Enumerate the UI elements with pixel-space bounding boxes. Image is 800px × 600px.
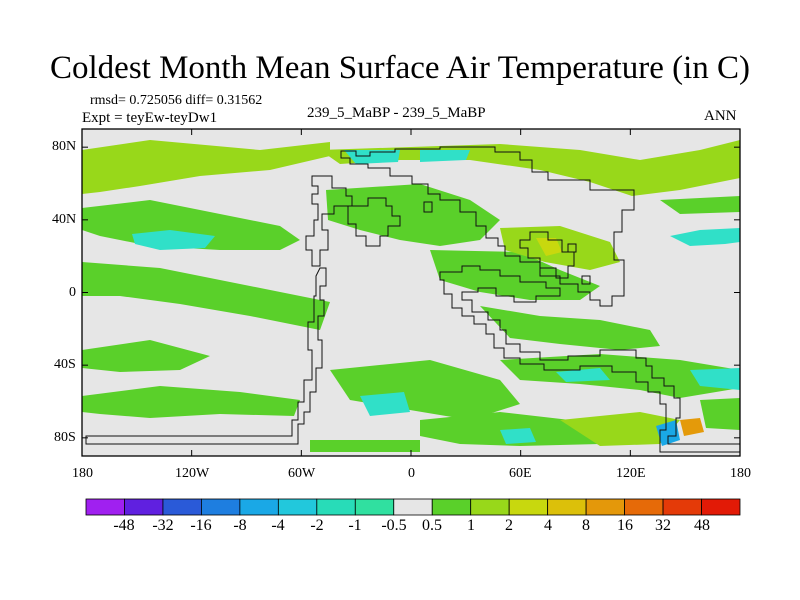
anomaly-region xyxy=(670,228,740,246)
anomaly-region xyxy=(656,420,680,446)
stats-line: rmsd= 0.725056 diff= 0.31562 xyxy=(90,93,263,108)
colorbar-label: -32 xyxy=(152,517,174,534)
x-tick-label: 60E xyxy=(509,466,532,481)
coastline-outline xyxy=(85,146,740,453)
colorbar-label: 1 xyxy=(467,517,475,534)
coastline-west xyxy=(305,175,353,267)
colorbar-swatch xyxy=(585,498,625,516)
season-label: ANN xyxy=(704,108,737,124)
colorbar-swatch xyxy=(277,498,318,516)
colorbar-swatch xyxy=(239,498,279,516)
colorbar-label: 32 xyxy=(655,517,671,534)
colorbar-swatch xyxy=(393,498,433,516)
chart-title: Coldest Month Mean Surface Air Temperatu… xyxy=(50,50,750,86)
anomaly-region xyxy=(480,306,660,350)
colorbar-swatch xyxy=(701,498,741,516)
colorbar-label: 16 xyxy=(617,517,633,534)
anomaly-region xyxy=(556,368,610,382)
anomaly-region xyxy=(82,140,330,194)
anomaly-region xyxy=(82,386,300,418)
colorbar-swatch xyxy=(547,498,587,516)
anomaly-region xyxy=(82,340,210,372)
colorbar-swatch xyxy=(201,498,241,516)
colorbar-label: -0.5 xyxy=(381,517,407,534)
colorbar-label: -8 xyxy=(233,517,247,534)
colorbar-swatch xyxy=(316,498,356,516)
y-tick-label: 40S xyxy=(54,357,76,372)
y-tick-label: 0 xyxy=(69,285,76,300)
anomaly-regions xyxy=(82,140,740,452)
colorbar-swatch xyxy=(431,498,472,516)
anomaly-region xyxy=(560,412,680,446)
center-label: 239_5_MaBP - 239_5_MaBP xyxy=(307,105,486,121)
anomaly-region xyxy=(700,398,740,430)
colorbar-swatch xyxy=(624,498,664,516)
anomaly-region xyxy=(660,196,740,214)
colorbar-swatch xyxy=(470,498,510,516)
colorbar-label: -1 xyxy=(348,517,362,534)
colorbar-swatch xyxy=(124,498,164,516)
coastline-americas xyxy=(340,146,635,307)
anomaly-region xyxy=(500,428,536,444)
colorbar-label: -4 xyxy=(271,517,285,534)
anomaly-region xyxy=(82,262,330,330)
coastline-islands xyxy=(423,201,591,285)
colorbar-label: -2 xyxy=(310,517,324,534)
coastline-east xyxy=(439,265,740,453)
y-tick-label: 80N xyxy=(52,139,77,154)
colorbar-label: -48 xyxy=(113,517,135,534)
colorbar-label: 2 xyxy=(505,517,513,534)
anomaly-region xyxy=(690,368,740,390)
anomaly-region xyxy=(360,392,410,416)
colorbar-label: 8 xyxy=(582,517,590,534)
anomaly-region xyxy=(132,230,215,250)
anomaly-region xyxy=(536,238,562,256)
colorbar-swatch xyxy=(662,498,702,516)
anomaly-region xyxy=(344,150,400,164)
coastline-southwest xyxy=(85,267,327,445)
colorbar-label: 4 xyxy=(544,517,552,534)
colorbar-swatch xyxy=(508,498,549,516)
expt-line: Expt = teyEw-teyDw1 xyxy=(82,110,218,126)
x-tick-label: 120E xyxy=(616,466,646,481)
colorbar-swatch xyxy=(162,498,202,516)
colorbar-label: 0.5 xyxy=(422,517,442,534)
colorbar-swatch xyxy=(85,498,125,516)
anomaly-region xyxy=(330,360,520,420)
anomaly-region xyxy=(500,354,740,398)
colorbar-label: 48 xyxy=(694,517,710,534)
coastline-interior xyxy=(347,197,401,247)
y-tick-label: 80S xyxy=(54,430,76,445)
anomaly-region xyxy=(310,440,420,452)
x-tick-label: 180 xyxy=(72,466,93,481)
x-tick-label: 120W xyxy=(175,466,210,481)
x-tick-label: 60W xyxy=(288,466,316,481)
x-tick-label: 0 xyxy=(408,466,415,481)
colorbar-label: -16 xyxy=(190,517,212,534)
anomaly-region xyxy=(420,150,470,162)
y-tick-label: 40N xyxy=(52,212,77,227)
coastline-inner-loop xyxy=(519,231,575,279)
anomaly-region xyxy=(680,418,704,436)
colorbar xyxy=(85,498,741,516)
axis-ticks xyxy=(81,129,741,456)
x-tick-label: 180 xyxy=(730,466,751,481)
colorbar-swatch xyxy=(354,498,395,516)
